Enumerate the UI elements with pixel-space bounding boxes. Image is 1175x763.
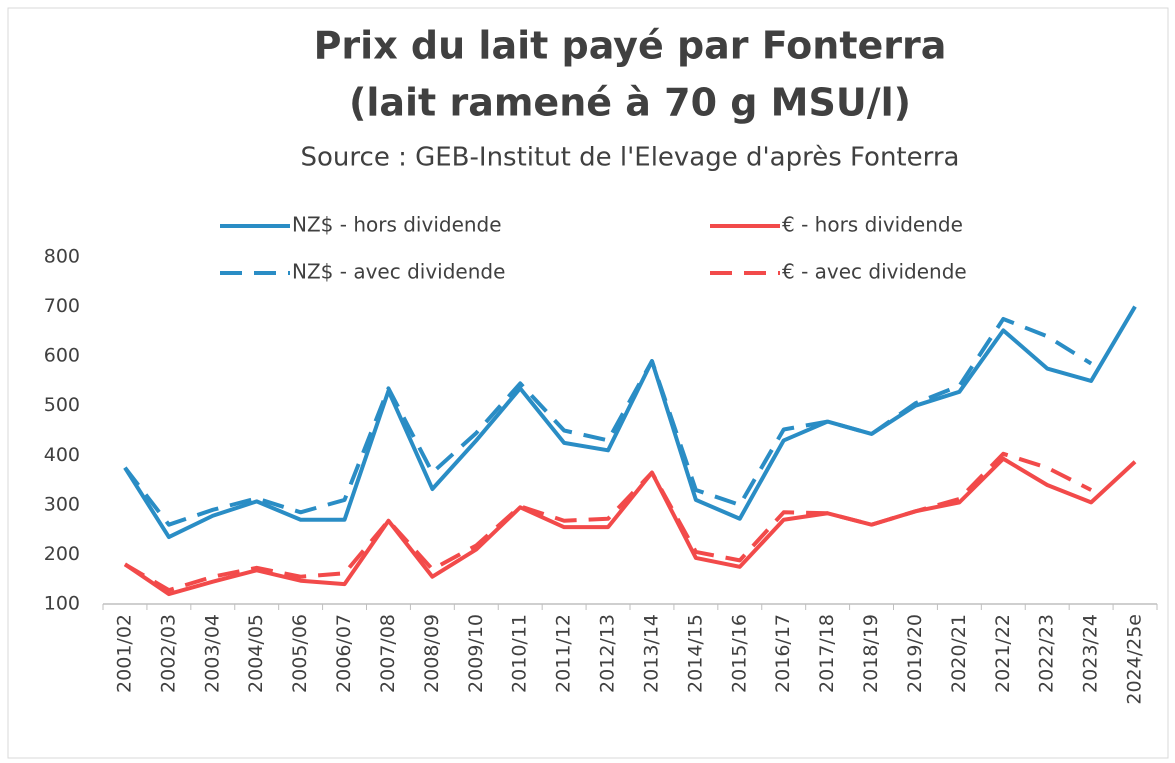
x-tick-label: 2022/23 [1036, 614, 1058, 693]
x-tick-label: 2015/16 [728, 614, 750, 693]
series-line [123, 456, 1137, 597]
x-tick-label: 2003/04 [201, 614, 223, 693]
y-tick-label: 400 [44, 444, 80, 466]
y-tick-label: 700 [44, 295, 80, 317]
x-tick-label: 2018/19 [860, 614, 882, 693]
chart-border [7, 7, 1169, 759]
x-tick-label: 2002/03 [157, 614, 179, 693]
x-tick-label: 2023/24 [1080, 614, 1102, 693]
y-tick-label: 800 [44, 246, 80, 268]
x-tick-label: 2017/18 [816, 614, 838, 693]
x-tick-label: 2007/08 [377, 614, 399, 693]
y-tick-label: 500 [44, 394, 80, 416]
y-tick-label: 200 [44, 543, 80, 565]
x-tick-label: 2014/15 [684, 614, 706, 693]
legend-label: NZ$ - avec dividende [292, 260, 505, 284]
legend-label: € - avec dividende [782, 260, 967, 284]
y-tick-label: 300 [44, 493, 80, 515]
x-tick-label: 2011/12 [553, 614, 575, 693]
x-tick-label: 2024/25e [1124, 614, 1146, 705]
x-tick-label: 2004/05 [245, 614, 267, 693]
chart-title: Prix du lait payé par Fonterra [314, 24, 947, 68]
y-tick-label: 100 [44, 593, 80, 615]
series-line [123, 451, 1093, 593]
x-tick-label: 2020/21 [948, 614, 970, 693]
x-tick-label: 2021/22 [992, 614, 1014, 693]
x-tick-label: 2001/02 [113, 614, 135, 693]
chart-subtitle: Source : GEB-Institut de l'Elevage d'apr… [301, 143, 960, 173]
legend-label: NZ$ - hors dividende [292, 213, 502, 237]
x-tick-label: 2019/20 [904, 614, 926, 693]
x-tick-label: 2009/10 [465, 614, 487, 693]
chart-title: (lait ramené à 70 g MSU/l) [349, 81, 911, 125]
series-line [123, 305, 1137, 540]
x-tick-label: 2013/14 [640, 614, 662, 693]
x-tick-label: 2016/17 [772, 614, 794, 693]
series-line [123, 316, 1093, 527]
x-tick-label: 2012/13 [597, 614, 619, 693]
x-tick-label: 2010/11 [509, 614, 531, 693]
x-tick-label: 2008/09 [421, 614, 443, 693]
x-tick-label: 2005/06 [289, 614, 311, 693]
y-tick-label: 600 [44, 345, 80, 367]
x-tick-label: 2006/07 [333, 614, 355, 693]
legend-label: € - hors dividende [782, 213, 963, 237]
